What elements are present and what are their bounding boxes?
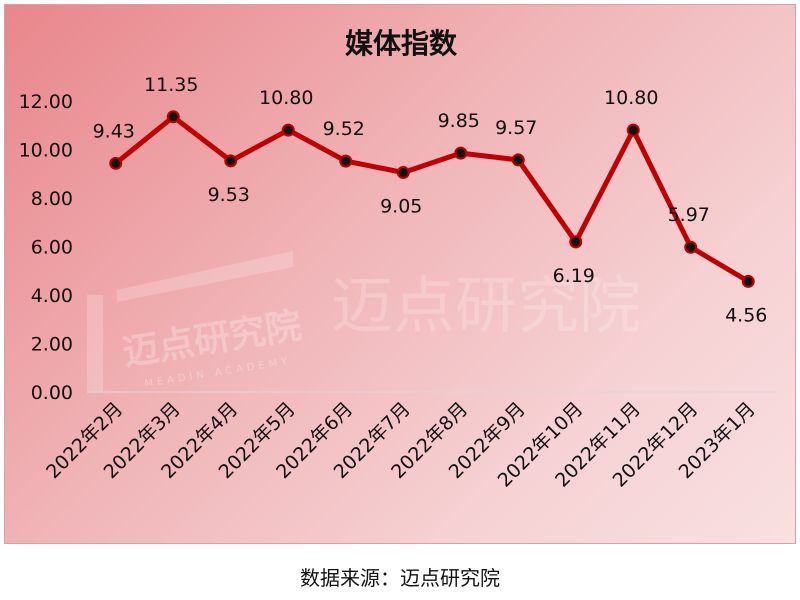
data-label: 5.97 [668,204,710,226]
data-labels: 9.43 11.35 9.53 10.80 9.52 9.05 9.85 9.57 6.19 10… [93,74,768,327]
line-chart: 迈点研究院 MEADIN ACADEMY 迈点研究院 媒体指数 0.002.00… [19,27,777,492]
data-label: 9.57 [495,117,537,139]
data-label: 4.56 [725,304,767,326]
y-axis-labels: 0.00 2.00 4.00 6.00 8.00 10.00 12.00 [19,91,73,404]
chart-title: 媒体指数 [345,27,458,60]
data-point [281,123,295,137]
data-point [396,166,410,180]
data-point [684,240,698,254]
data-point [454,146,468,160]
data-label: 10.80 [259,87,313,109]
data-point [166,110,180,124]
x-axis-labels: 2022年2月2022年3月2022年4月2022年5月2022年6月2022年… [42,398,760,492]
y-tick-label: 12.00 [19,91,73,113]
data-label: 9.43 [93,120,135,142]
y-tick-label: 4.00 [31,285,73,307]
data-point [741,274,755,288]
y-tick-label: 8.00 [31,188,73,210]
data-point [569,235,583,249]
watermark-logo-shape [117,251,293,302]
data-points [109,110,755,288]
data-point [511,153,525,167]
y-tick-label: 0.00 [31,382,73,404]
y-tick-label: 2.00 [31,334,73,356]
watermark-text-large: 迈点研究院 [331,269,641,342]
series-line [113,114,751,284]
data-label: 9.85 [438,110,480,132]
y-tick-label: 10.00 [19,140,73,162]
data-point [339,154,353,168]
watermark-logo-tower [87,295,103,393]
data-label: 9.53 [208,184,250,206]
data-point [626,123,640,137]
data-label: 11.35 [144,74,198,96]
y-tick-label: 6.00 [31,237,73,259]
data-label: 10.80 [604,87,658,109]
data-point [224,154,238,168]
data-label: 6.19 [553,265,595,287]
data-label: 9.52 [323,118,365,140]
source-note: 数据来源：迈点研究院 [300,566,500,590]
data-point [109,156,123,170]
data-label: 9.05 [380,196,422,218]
chart-panel: 迈点研究院 MEADIN ACADEMY 迈点研究院 媒体指数 0.00 2.00… [4,4,796,544]
